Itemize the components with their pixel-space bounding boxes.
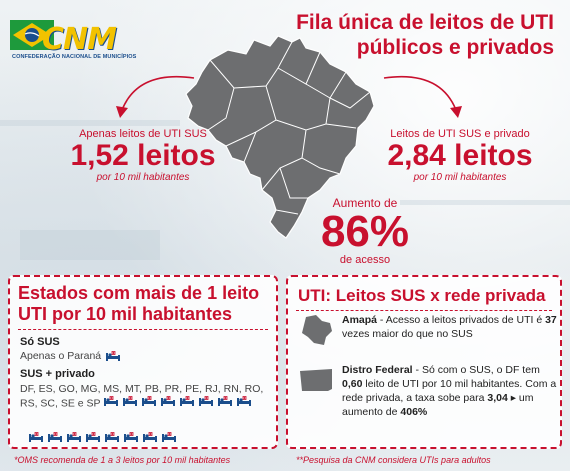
hospital-bed-icon: [106, 350, 121, 361]
background-stripe: [20, 230, 160, 260]
logo-name: CNM: [42, 22, 117, 57]
sus-only-caption: Apenas leitos de UTI SUS: [79, 128, 207, 140]
growth-unit: de acesso: [339, 254, 391, 266]
left-arrow: [116, 75, 195, 118]
df-increase-value: 406%: [400, 406, 428, 418]
df-state-shape: [300, 369, 332, 391]
states-panel-title-line-1: Estados com mais de 1 leito: [18, 283, 260, 303]
states-panel-title-line-2: UTI por 10 mil habitantes: [18, 304, 233, 324]
title-line-2: públicos e privados: [356, 36, 554, 59]
arrow-right-icon: ▸: [510, 392, 516, 404]
amapa-state-shape: [302, 315, 332, 345]
df-text: Distro Federal - Só com o SUS, o DF tem …: [342, 363, 562, 419]
right-arrow: [383, 75, 462, 118]
hospital-bed-icon: [217, 396, 233, 411]
sus-only-unit: por 10 mil habitantes: [96, 172, 190, 183]
background-stripe: [0, 120, 180, 126]
amapa-text: Amapá - Acesso a leitos privados de UTI …: [342, 313, 562, 341]
brazil-flag-icon: [10, 20, 54, 50]
sus-private-stat: Leitos de UTI SUS e privado 2,84 leitos …: [360, 128, 560, 183]
sus-private-unit: por 10 mil habitantes: [413, 172, 507, 183]
sus-private-value: 2,84 leitos: [387, 139, 533, 172]
hospital-bed-icon: [85, 430, 101, 448]
title-line-1: Fila única de leitos de UTI: [296, 11, 554, 34]
sus-vs-private-title: UTI: Leitos SUS x rede privada: [298, 286, 546, 305]
states-panel: Estados com mais de 1 leito UTI por 10 m…: [8, 275, 278, 449]
amapa-value: 37: [545, 314, 557, 326]
growth-caption: Aumento de: [332, 196, 398, 210]
amapa-row: Amapá - Acesso a leitos privados de UTI …: [298, 313, 562, 347]
sus-only-stat: Apenas leitos de UTI SUS 1,52 leitos por…: [48, 128, 238, 183]
bed-icons-inline: [103, 396, 252, 411]
brazil-map: [185, 35, 375, 239]
states-panel-title: Estados com mais de 1 leito UTI por 10 m…: [18, 283, 276, 325]
df-tail: um aumento de: [342, 392, 534, 418]
amapa-name: Amapá: [342, 314, 378, 326]
mixed-heading: SUS + privado: [20, 368, 95, 380]
logo-subtitle: CONFEDERAÇÃO NACIONAL DE MUNICÍPIOS: [12, 54, 137, 60]
hospital-bed-icon: [236, 396, 252, 411]
sus-only-row: Apenas o Paraná: [20, 350, 276, 362]
hospital-bed-icon: [160, 396, 176, 411]
hospital-bed-icon: [122, 396, 138, 411]
df-row: Distro Federal - Só com o SUS, o DF tem …: [298, 363, 562, 419]
bed-icons-row: [28, 430, 177, 448]
background-stripe: [400, 200, 570, 205]
divider: [296, 310, 552, 311]
hospital-bed-icon: [142, 430, 158, 448]
hospital-bed-icon: [123, 430, 139, 448]
mixed-states-text: DF, ES, GO, MG, MS, MT, PB, PR, PE, RJ, …: [20, 383, 264, 410]
mixed-states: DF, ES, GO, MG, MS, MT, PB, PR, PE, RJ, …: [20, 382, 270, 411]
hospital-bed-icon: [179, 396, 195, 411]
sus-private-caption: Leitos de UTI SUS e privado: [390, 128, 530, 140]
hospital-bed-icon: [47, 430, 63, 448]
hospital-bed-icon: [66, 430, 82, 448]
df-name: Distro Federal: [342, 364, 413, 376]
amapa-tail: vezes maior do que no SUS: [342, 328, 473, 340]
df-description: - Só com o SUS, o DF tem: [412, 364, 540, 376]
sus-only-heading: Só SUS: [20, 336, 60, 348]
sus-only-text: Apenas o Paraná: [20, 350, 102, 362]
hospital-bed-icon: [104, 430, 120, 448]
hospital-bed-icon: [103, 396, 119, 411]
hospital-bed-icon: [198, 396, 214, 411]
hospital-bed-icon: [161, 430, 177, 448]
sus-vs-private-panel: UTI: Leitos SUS x rede privada Amapá - A…: [286, 275, 562, 449]
cnm-logo: CNM CONFEDERAÇÃO NACIONAL DE MUNICÍPIOS: [10, 8, 140, 64]
sus-only-value: 1,52 leitos: [70, 139, 216, 172]
footnote-oms: *OMS recomenda de 1 a 3 leitos por 10 mi…: [14, 455, 231, 465]
footnote-cnm: **Pesquisa da CNM considera UTIs para ad…: [296, 455, 491, 465]
growth-value: 86%: [320, 207, 410, 256]
page-title: Fila única de leitos de UTI públicos e p…: [264, 10, 554, 60]
df-middle: leito de UTI por 10 mil habitantes. Com …: [342, 378, 557, 404]
hospital-bed-icon: [141, 396, 157, 411]
df-sus-value: 0,60: [342, 378, 363, 390]
hospital-bed-icon: [28, 430, 44, 448]
growth-stat: Aumento de 86% de acesso: [310, 196, 420, 266]
divider: [18, 329, 268, 330]
amapa-description: - Acesso a leitos privados de UTI é: [377, 314, 546, 326]
df-private-value: 3,04: [487, 392, 508, 404]
